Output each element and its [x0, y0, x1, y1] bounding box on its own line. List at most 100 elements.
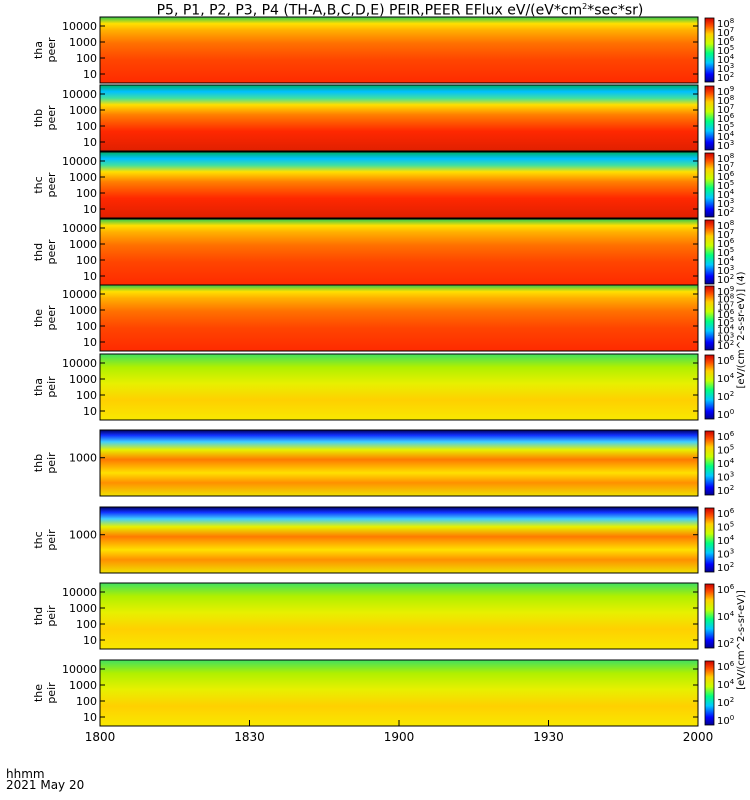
colorbar-tick-label: 109 — [717, 285, 734, 298]
colorbar — [704, 285, 715, 351]
x-tick-label: 1800 — [85, 730, 116, 744]
colorbar-tick-label: 108 — [717, 94, 734, 107]
y-tick-label: 10 — [83, 270, 97, 283]
colorbar-tick-label: 104 — [717, 255, 735, 268]
y-label-line: tha — [32, 378, 45, 396]
y-tick-label: 10000 — [62, 222, 97, 235]
colorbar-tick-label: 109 — [717, 85, 734, 98]
y-tick-label: 1000 — [69, 602, 97, 615]
panel-thd-peir: 10000 1000 100 10 thd peir 106 104 102 — [32, 582, 735, 650]
colorbar-tick-label: 102 — [717, 390, 734, 403]
spectrogram-image — [100, 219, 698, 285]
colorbar-tick-label: 102 — [717, 637, 734, 650]
spectrogram-image — [100, 583, 698, 649]
spectrogram-image — [100, 507, 698, 573]
colorbar-tick-label: 104 — [717, 324, 735, 337]
colorbar-tick-label: 103 — [717, 139, 734, 152]
colorbar-tick-label: 100 — [717, 408, 734, 421]
y-label-line: peir — [45, 452, 58, 474]
colorbar-tick-label: 103 — [717, 471, 734, 484]
colorbar-tick-label: 104 — [717, 188, 735, 201]
y-tick-label: 100 — [76, 695, 97, 708]
y-label-line: the — [32, 309, 45, 327]
y-tick-label: 10 — [83, 711, 97, 724]
colorbar — [704, 17, 715, 83]
y-tick-label: 100 — [76, 254, 97, 267]
panel-frame — [99, 151, 699, 219]
colorbar-tick-label: 102 — [717, 561, 734, 574]
y-label-line: tha — [32, 41, 45, 59]
spectrogram-image — [100, 354, 698, 420]
colorbar-tick-label: 106 — [717, 35, 735, 48]
panel-tha-peir: 10000 1000 100 10 tha peir 106 104 102 100 — [32, 353, 735, 421]
y-tick-label: 10 — [83, 68, 97, 81]
colorbar-tick-label: 104 — [717, 457, 735, 470]
colorbar-tick-label: 106 — [717, 170, 735, 183]
colorbar-tick-label: 105 — [717, 44, 734, 57]
panel-frame — [99, 353, 699, 421]
title-tail: *sec*sr) — [587, 2, 644, 19]
colorbar-tick-label: 103 — [717, 264, 734, 277]
panel-the-peir: 10000 1000 100 10 the peir 106 104 102 100 — [32, 659, 735, 727]
colorbar-tick-label: 107 — [717, 26, 734, 39]
y-tick-label: 10 — [83, 405, 97, 418]
colorbar — [704, 152, 715, 218]
colorbar-tick-label: 103 — [717, 331, 734, 344]
colorbar — [704, 354, 715, 420]
y-label-line: peer — [45, 105, 58, 131]
y-tick-label: 10 — [83, 336, 97, 349]
spectrogram-image — [100, 17, 698, 83]
spectrogram-image — [100, 285, 698, 351]
y-tick-label: 1000 — [69, 529, 97, 542]
figure-title: P5, P1, P2, P3, P4 (TH-A,B,C,D,E) PEIR,P… — [100, 2, 700, 19]
colorbar-tick-label: 102 — [717, 273, 734, 286]
date-label: 2021 May 20 — [6, 778, 85, 792]
colorbar-tick-label: 108 — [717, 293, 734, 306]
colorbar-tick-label: 108 — [717, 152, 734, 165]
colorbar-tick-label: 105 — [717, 246, 734, 259]
colorbar-tick-label: 102 — [717, 339, 734, 352]
y-tick-label: 1000 — [69, 373, 97, 386]
y-label-line: thd — [32, 243, 45, 261]
y-tick-label: 10000 — [62, 586, 97, 599]
colorbar-tick-label: 108 — [717, 219, 734, 232]
spectrogram-image — [100, 85, 698, 151]
colorbar-tick-label: 106 — [717, 507, 735, 520]
colorbar — [704, 85, 715, 151]
y-tick-label: 10 — [83, 634, 97, 647]
y-label-line: thd — [32, 607, 45, 625]
y-label-line: peer — [45, 172, 58, 198]
y-label-line: thc — [32, 531, 45, 548]
y-label-line: peir — [45, 376, 58, 398]
colorbar-title-top: [eV/(cm^2-s-sr-eV)] (4) — [736, 271, 747, 388]
y-tick-label: 100 — [76, 320, 97, 333]
y-label-line: peer — [45, 305, 58, 331]
y-label-line: peir — [45, 605, 58, 627]
colorbar-tick-label: 106 — [717, 430, 735, 443]
y-label-line: thc — [32, 176, 45, 193]
time-format-label: hhmm — [6, 767, 45, 781]
colorbar-tick-label: 106 — [717, 354, 735, 367]
y-tick-label: 100 — [76, 187, 97, 200]
colorbar-tick-label: 106 — [717, 112, 735, 125]
y-tick-label: 100 — [76, 120, 97, 133]
y-label-line: peir — [45, 529, 58, 551]
x-tick-label: 1900 — [384, 730, 415, 744]
panel-thd-peer: 10000 1000 100 10 thd peer 1081071061051041031… — [32, 218, 735, 286]
colorbar-tick-label: 103 — [717, 548, 734, 561]
panel-frame — [99, 429, 699, 497]
colorbar-tick-label: 107 — [717, 300, 734, 313]
panel-frame — [99, 16, 699, 84]
colorbar-tick-label: 102 — [717, 696, 734, 709]
y-tick-label: 10 — [83, 203, 97, 216]
colorbar — [704, 583, 715, 649]
y-tick-label: 10000 — [62, 155, 97, 168]
panel-frame — [99, 582, 699, 650]
y-tick-label: 100 — [76, 389, 97, 402]
x-tick-label: 1830 — [234, 730, 265, 744]
panel-frame — [99, 284, 699, 352]
